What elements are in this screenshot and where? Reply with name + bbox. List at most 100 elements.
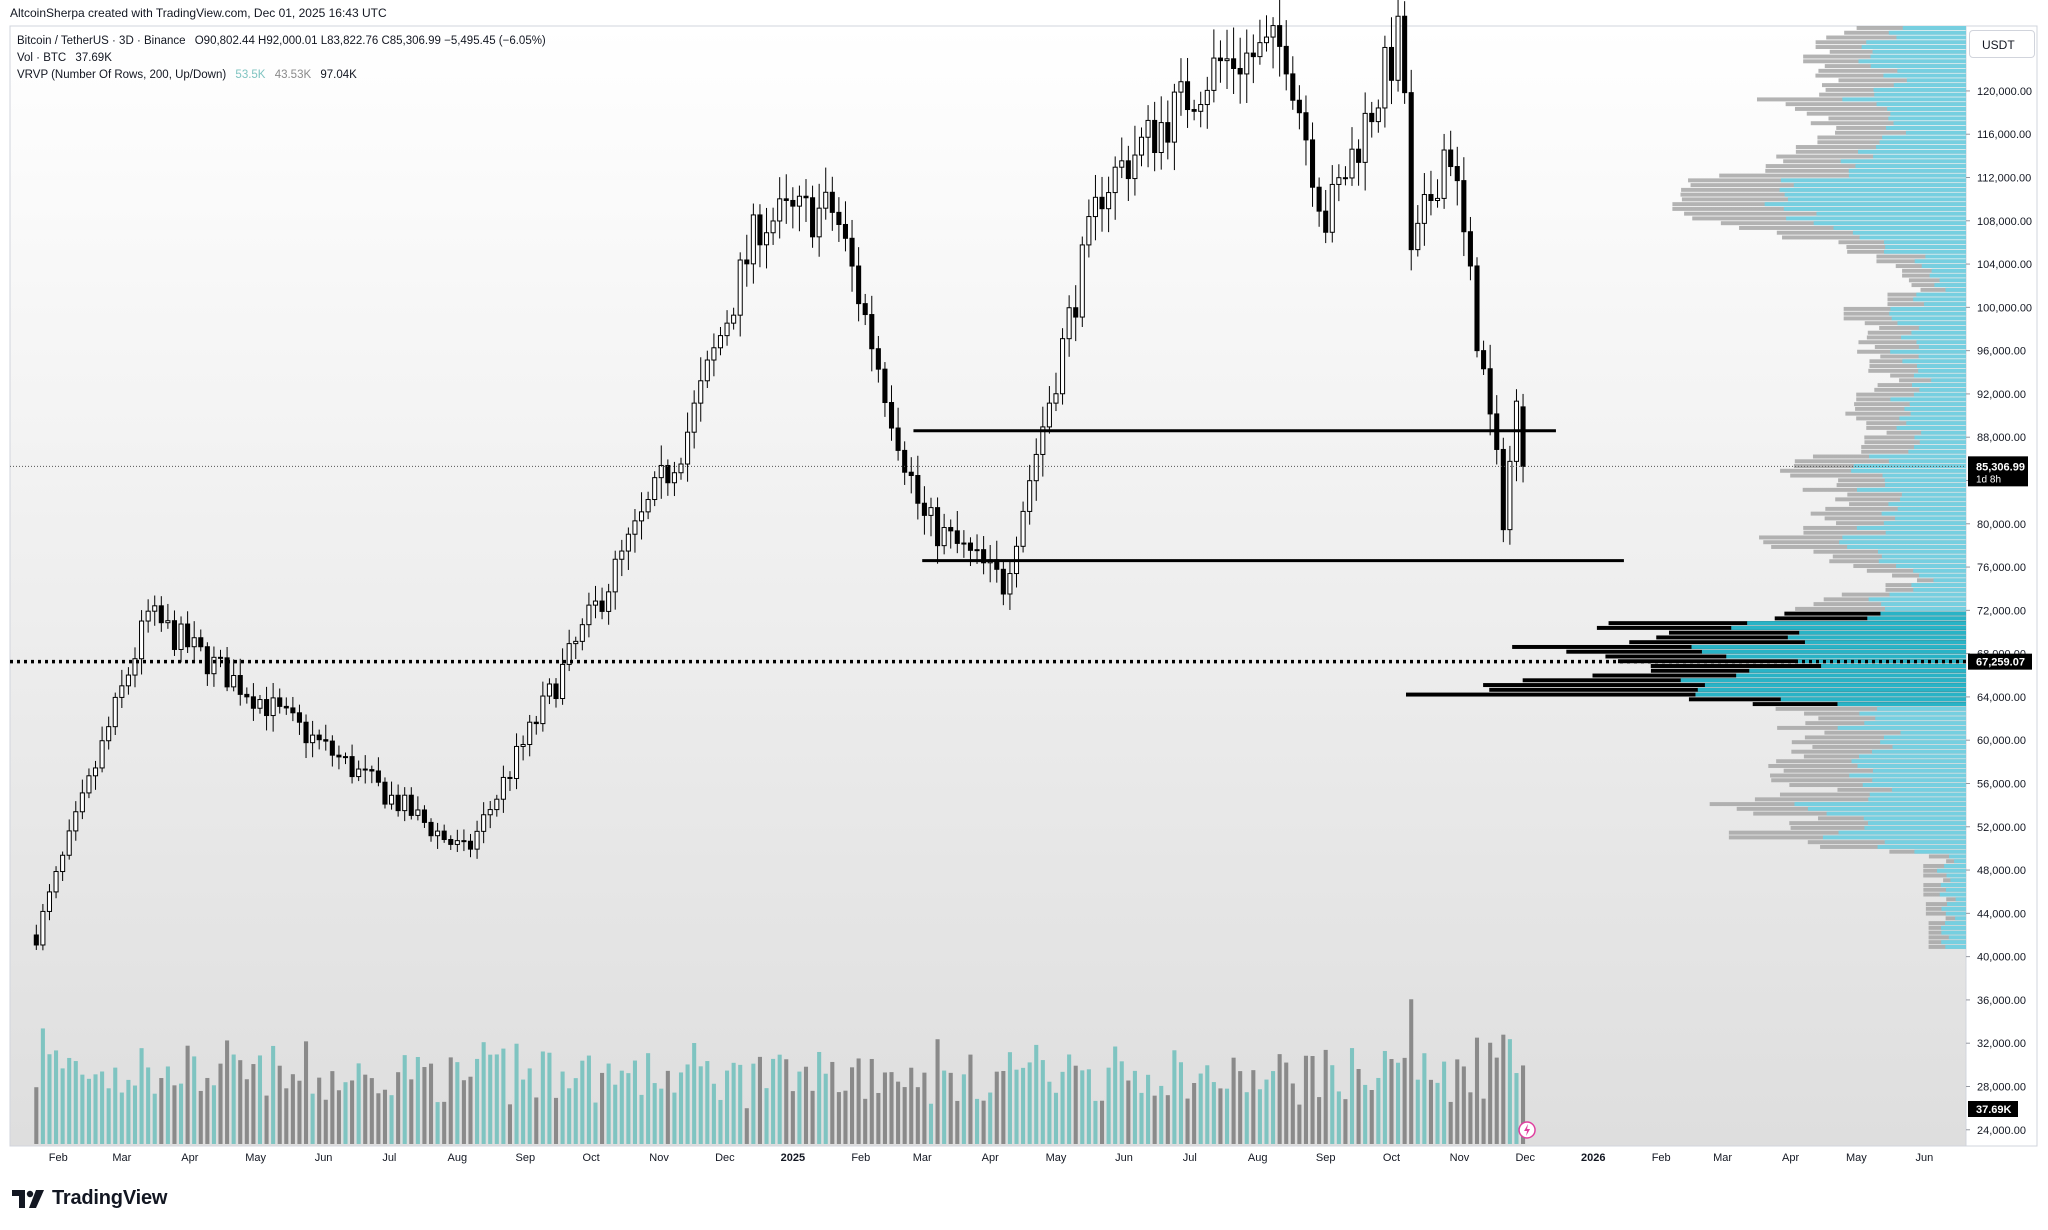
profile-row-down: [1876, 254, 1966, 259]
volume-bar: [1165, 1095, 1170, 1144]
volume-bar: [547, 1052, 552, 1144]
profile-row-up: [1891, 316, 1966, 321]
profile-row-up: [1887, 106, 1966, 111]
volume-legend[interactable]: Vol · BTC 37.69K: [17, 52, 118, 64]
profile-row-down: [1825, 506, 1966, 511]
profile-row-up: [1856, 525, 1966, 530]
volume-bar: [817, 1051, 822, 1144]
volume-bar: [560, 1071, 565, 1144]
volume-bar: [1007, 1052, 1012, 1144]
profile-row-up: [1794, 802, 1966, 807]
volume-bar: [494, 1054, 499, 1144]
candle-body: [1342, 177, 1348, 180]
volume-bar: [1047, 1081, 1052, 1144]
candle-body: [1415, 222, 1421, 251]
candle-body: [566, 643, 572, 665]
volume-bar: [521, 1079, 526, 1144]
candle-body: [757, 214, 763, 246]
price-tick-label: 92,000.00: [1977, 389, 2026, 401]
profile-row-up: [1881, 511, 1966, 516]
profile-row-up: [1918, 325, 1966, 330]
price-tick-label: 24,000.00: [1977, 1125, 2026, 1137]
profile-row-up: [1884, 840, 1966, 845]
profile-row-up: [1807, 806, 1966, 811]
volume-bar: [310, 1093, 315, 1144]
candle-body: [112, 696, 118, 728]
volume-bar: [685, 1064, 690, 1144]
candle-body: [1329, 183, 1335, 233]
volume-bar: [225, 1040, 230, 1144]
profile-row-down: [1784, 611, 1966, 616]
profile-row-up: [1883, 240, 1966, 245]
volume-bar: [1224, 1088, 1230, 1144]
candle-body: [1388, 46, 1395, 81]
volume-bar: [665, 1070, 670, 1144]
volume-bar: [402, 1055, 407, 1144]
candle-body: [1099, 196, 1105, 210]
profile-row-up: [1934, 283, 1966, 288]
profile-row-down: [1791, 740, 1966, 745]
profile-row-up: [1884, 478, 1966, 483]
volume-bar: [1086, 1069, 1091, 1144]
volume-profile: [1406, 26, 1966, 949]
volume-bar: [67, 1057, 72, 1144]
candle-body: [454, 840, 460, 845]
profile-row-up: [1888, 502, 1966, 507]
candle-body: [158, 605, 164, 624]
volume-bar: [843, 1090, 848, 1144]
volume-bar: [784, 1059, 789, 1144]
vrvp-legend[interactable]: VRVP (Number Of Rows, 200, Up/Down) 53.5…: [17, 69, 363, 81]
symbol-legend[interactable]: Bitcoin / TetherUS · 3D · Binance O90,80…: [17, 35, 552, 47]
profile-row-up: [1870, 54, 1966, 59]
candle-body: [1309, 139, 1316, 188]
profile-row-up: [1849, 773, 1966, 778]
candle-body: [737, 259, 743, 316]
profile-row-up: [1862, 783, 1966, 788]
volume-bar: [481, 1042, 486, 1144]
candle-body: [744, 259, 750, 265]
profile-row-up: [1919, 573, 1966, 578]
profile-row-up: [1896, 425, 1966, 430]
volume-bar: [659, 1088, 664, 1144]
profile-row-up: [1939, 278, 1966, 283]
profile-row-up: [1858, 149, 1966, 154]
profile-row-up: [1924, 302, 1966, 307]
volume-bar: [323, 1099, 328, 1144]
volume-bar: [218, 1063, 223, 1144]
volume-bar: [1067, 1054, 1072, 1144]
candle-body: [296, 712, 302, 723]
candle-body: [1244, 52, 1250, 75]
candle-body: [191, 637, 197, 648]
last-price-value: 85,306.99: [1976, 461, 2025, 473]
volume-bar: [731, 1062, 736, 1144]
currency-button[interactable]: USDT: [1969, 30, 2035, 58]
candle-body: [612, 558, 618, 593]
volume-bar: [850, 1067, 855, 1144]
profile-row-down: [1826, 35, 1966, 40]
volume-bar: [1159, 1085, 1164, 1144]
time-axis-label: Nov: [1450, 1152, 1470, 1164]
time-axis[interactable]: Feb Mar Apr May Jun Jul Aug Sep Oct Nov Dec 2025 Feb…: [49, 1152, 1933, 1164]
candle-body: [1487, 368, 1493, 415]
volume-bar: [1382, 1050, 1387, 1144]
profile-row-up: [1916, 292, 1966, 297]
volume-bar: [948, 1072, 953, 1144]
profile-row-up: [1875, 716, 1966, 721]
volume-bar: [935, 1039, 940, 1144]
profile-row-up: [1691, 644, 1966, 649]
profile-row-up: [1939, 892, 1966, 897]
profile-row-up: [1919, 387, 1966, 392]
candle-body: [948, 527, 954, 532]
volume-bar: [80, 1074, 85, 1144]
profile-row-up: [1863, 816, 1966, 821]
profile-row-up: [1918, 368, 1966, 373]
profile-row-up: [1848, 173, 1966, 178]
profile-row-up: [1919, 440, 1966, 445]
profile-row-up: [1867, 616, 1966, 621]
candle-body: [632, 520, 638, 535]
profile-row-down: [1617, 659, 1966, 664]
candle-body: [408, 794, 414, 816]
candle-body: [1000, 568, 1006, 595]
